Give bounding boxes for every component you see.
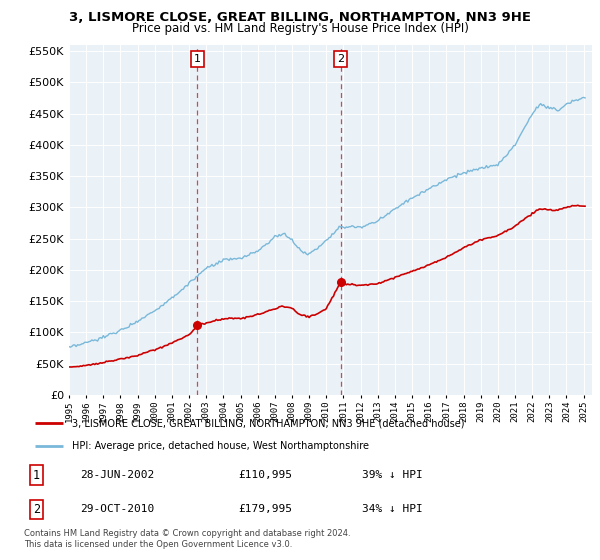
Text: 1: 1 (194, 54, 201, 64)
Text: 3, LISMORE CLOSE, GREAT BILLING, NORTHAMPTON, NN3 9HE: 3, LISMORE CLOSE, GREAT BILLING, NORTHAM… (69, 11, 531, 24)
Text: 34% ↓ HPI: 34% ↓ HPI (362, 505, 423, 515)
Text: 2: 2 (337, 54, 344, 64)
Text: £179,995: £179,995 (238, 505, 292, 515)
Text: 29-OCT-2010: 29-OCT-2010 (80, 505, 155, 515)
Text: Contains HM Land Registry data © Crown copyright and database right 2024.
This d: Contains HM Land Registry data © Crown c… (24, 529, 350, 549)
Text: HPI: Average price, detached house, West Northamptonshire: HPI: Average price, detached house, West… (72, 441, 369, 451)
Text: 28-JUN-2002: 28-JUN-2002 (80, 470, 155, 480)
Text: 1: 1 (33, 469, 40, 482)
Text: 3, LISMORE CLOSE, GREAT BILLING, NORTHAMPTON, NN3 9HE (detached house): 3, LISMORE CLOSE, GREAT BILLING, NORTHAM… (72, 418, 464, 428)
Text: Price paid vs. HM Land Registry's House Price Index (HPI): Price paid vs. HM Land Registry's House … (131, 22, 469, 35)
Text: 2: 2 (33, 503, 40, 516)
Text: £110,995: £110,995 (238, 470, 292, 480)
Text: 39% ↓ HPI: 39% ↓ HPI (362, 470, 423, 480)
